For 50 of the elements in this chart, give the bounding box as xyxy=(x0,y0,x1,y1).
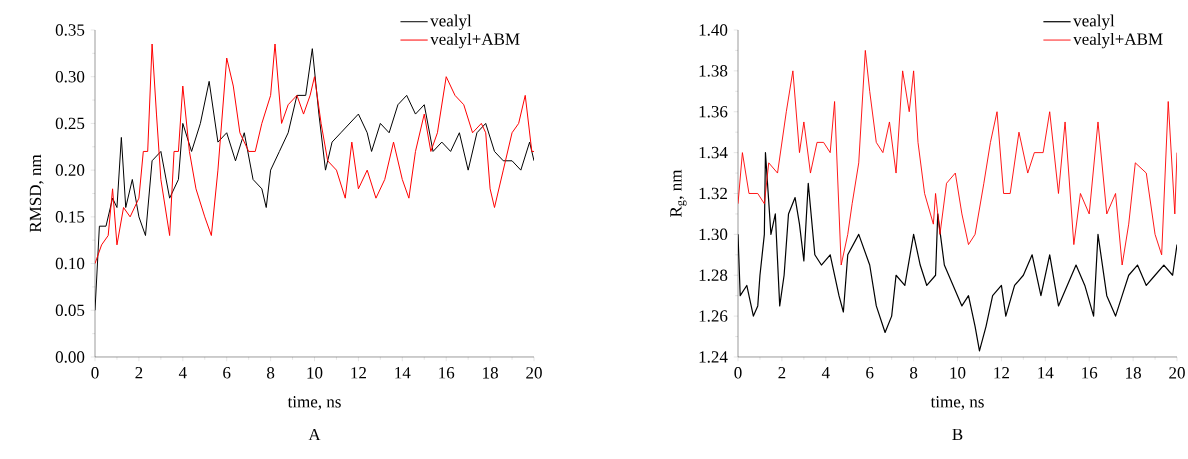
y-tick-label: 0.10 xyxy=(55,257,85,270)
y-tick-label: 0.00 xyxy=(55,351,85,363)
text: A xyxy=(308,428,321,441)
y-tick-label: 0.25 xyxy=(55,117,85,130)
x-tick-label: 8 xyxy=(910,367,918,379)
y-tick-label: 1.30 xyxy=(699,228,728,241)
y-tick-label: 0.05 xyxy=(55,304,85,317)
x-tick-label: 10 xyxy=(307,367,323,379)
x-tick-label: 18 xyxy=(483,367,498,379)
y-tick-label: 0.30 xyxy=(55,70,85,83)
x-tick-label: 6 xyxy=(223,367,231,379)
x-tick-label: 14 xyxy=(1038,367,1054,379)
y-tick-label: 1.36 xyxy=(699,105,728,118)
y-tick-label: 0.35 xyxy=(55,24,85,36)
x-tick-label: 8 xyxy=(267,367,275,379)
y-tick-label: 1.40 xyxy=(699,24,728,36)
y-tick-label: 1.34 xyxy=(699,146,728,159)
x-axis-title: time, ns xyxy=(930,396,984,410)
y-axis-title: R$_{g}$, nm xyxy=(670,169,687,218)
y-tick-label: 1.38 xyxy=(699,65,728,77)
x-tick-label: 16 xyxy=(1082,367,1098,379)
x-tick-label: 16 xyxy=(439,367,455,379)
y-tick-label: 0.20 xyxy=(55,164,85,176)
x-tick-label: 4 xyxy=(821,367,830,379)
legend-label: vealyl+ABM xyxy=(1073,32,1163,49)
y-tick-label: 1.28 xyxy=(699,269,728,281)
x-tick-label: 4 xyxy=(178,367,187,379)
x-axis-title: time, ns xyxy=(287,396,341,410)
x-tick-label: 12 xyxy=(351,367,366,379)
x-tick-label: 0 xyxy=(734,367,742,379)
legend-label: vealyl xyxy=(430,14,472,31)
x-tick-label: 18 xyxy=(1126,367,1141,379)
x-tick-label: 14 xyxy=(395,367,411,379)
legend-label: vealyl xyxy=(1073,14,1115,31)
text: B xyxy=(952,428,963,441)
line-series xyxy=(738,49,1178,266)
y-tick-label: 0.15 xyxy=(55,211,85,223)
y-axis-title: RMSD, nm xyxy=(29,154,44,233)
x-tick-label: 2 xyxy=(778,367,786,379)
x-tick-label: 20 xyxy=(1169,367,1185,379)
x-tick-label: 12 xyxy=(994,367,1009,379)
x-tick-label: 10 xyxy=(950,367,966,379)
x-tick-label: 2 xyxy=(135,367,143,379)
y-tick-label: 1.32 xyxy=(699,187,727,200)
legend-label: vealyl+ABM xyxy=(430,32,520,49)
x-tick-label: 6 xyxy=(866,367,874,379)
x-tick-label: 20 xyxy=(526,367,542,379)
y-tick-label: 1.26 xyxy=(699,310,728,322)
x-tick-label: 0 xyxy=(91,367,99,379)
y-tick-label: 1.24 xyxy=(699,351,728,363)
